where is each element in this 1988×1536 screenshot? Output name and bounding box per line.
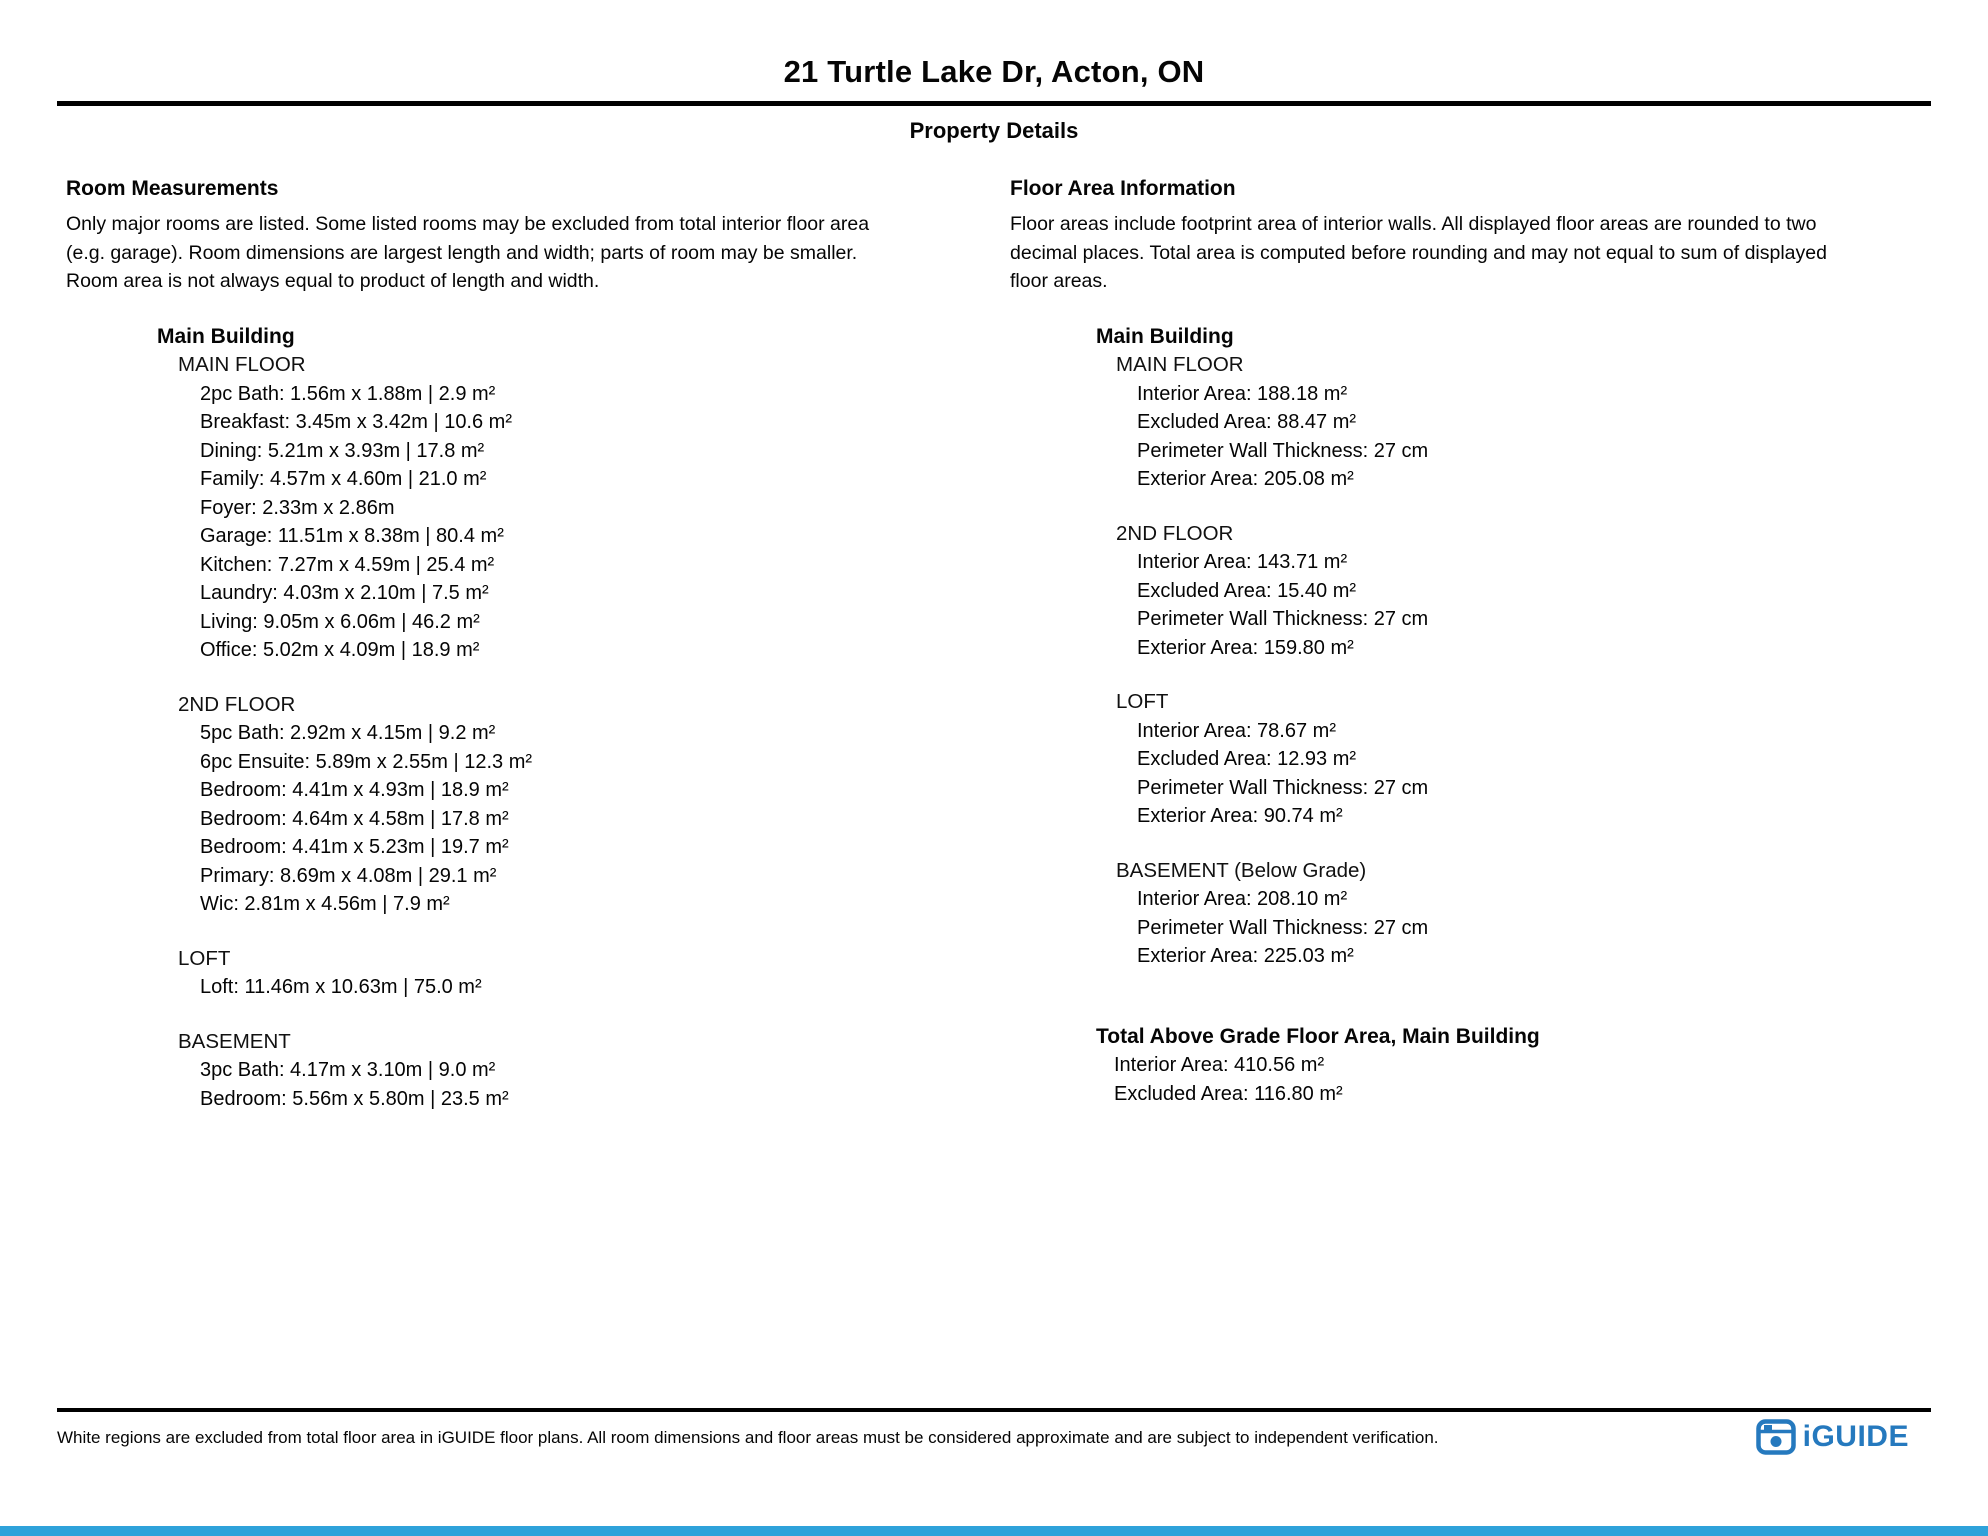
iguide-logo: iGUIDE <box>1755 1419 1909 1455</box>
floor-area-entry: Perimeter Wall Thickness: 27 cm <box>1137 916 1429 939</box>
room-measurements-main-building: Main Building MAIN FLOOR 2pc Bath: 1.56m… <box>66 323 1010 1114</box>
room-measurement-entry: Garage: 11.51m x 8.38m | 80.4 m² <box>200 525 504 547</box>
room-measurement-entry: Bedroom: 4.41m x 4.93m | 18.9 m² <box>200 779 509 801</box>
footer-disclaimer: White regions are excluded from total fl… <box>57 1428 1439 1447</box>
room-measurement-entry: Bedroom: 4.64m x 4.58m | 17.8 m² <box>200 807 509 830</box>
floor-group-2nd-floor: 2ND FLOOR 5pc Bath: 2.92m x 4.15m | 9.2 … <box>66 691 1010 919</box>
building-name: Main Building <box>1096 324 1234 348</box>
room-measurement-entry: Bedroom: 5.56m x 5.80m | 23.5 m² <box>200 1087 509 1110</box>
floor-area-information-section: Floor Area Information Floor areas inclu… <box>1010 174 1930 1108</box>
floor-area-entry: Exterior Area: 159.80 m² <box>1137 636 1354 659</box>
description-line: (e.g. garage). Room dimensions are large… <box>66 241 858 264</box>
floor-area-entry: Exterior Area: 90.74 m² <box>1137 805 1343 827</box>
room-measurement-entry: Loft: 11.46m x 10.63m | 75.0 m² <box>200 976 482 998</box>
floor-name: LOFT <box>178 946 231 970</box>
title-divider <box>57 101 1931 106</box>
room-measurement-entry: Living: 9.05m x 6.06m | 46.2 m² <box>200 610 480 633</box>
floor-name: MAIN FLOOR <box>178 353 306 376</box>
room-measurement-entry: 3pc Bath: 4.17m x 3.10m | 9.0 m² <box>200 1059 496 1081</box>
floor-area-entry: Interior Area: 188.18 m² <box>1137 382 1348 405</box>
room-measurements-section: Room Measurements Only major rooms are l… <box>66 174 1010 1139</box>
total-above-grade-group: Total Above Grade Floor Area, Main Build… <box>1010 1023 1930 1109</box>
total-above-grade-heading: Total Above Grade Floor Area, Main Build… <box>1096 1024 1540 1048</box>
room-measurements-heading: Room Measurements <box>66 177 279 200</box>
description-line: decimal places. Total area is computed b… <box>1010 241 1827 264</box>
page-footer: White regions are excluded from total fl… <box>57 1408 1931 1455</box>
area-group-2nd-floor: 2ND FLOOR Interior Area: 143.71 m² Exclu… <box>1010 520 1930 663</box>
room-measurement-entry: Breakfast: 3.45m x 3.42m | 10.6 m² <box>200 411 512 433</box>
floor-name: 2ND FLOOR <box>1116 521 1234 545</box>
floor-area-entry: Excluded Area: 12.93 m² <box>1137 748 1357 770</box>
room-measurement-entry: Office: 5.02m x 4.09m | 18.9 m² <box>200 639 480 661</box>
floor-group-loft: LOFT Loft: 11.46m x 10.63m | 75.0 m² <box>66 945 1010 1002</box>
room-measurement-entry: 6pc Ensuite: 5.89m x 2.55m | 12.3 m² <box>200 750 533 773</box>
room-measurement-entry: Primary: 8.69m x 4.08m | 29.1 m² <box>200 864 497 887</box>
room-measurement-entry: Laundry: 4.03m x 2.10m | 7.5 m² <box>200 582 489 604</box>
floor-name: LOFT <box>1116 690 1169 713</box>
floor-group-basement: BASEMENT 3pc Bath: 4.17m x 3.10m | 9.0 m… <box>66 1028 1010 1114</box>
floor-name: BASEMENT (Below Grade) <box>1116 858 1367 882</box>
area-group-main-floor: MAIN FLOOR Interior Area: 188.18 m² Excl… <box>1010 351 1930 494</box>
floor-area-entry: Exterior Area: 205.08 m² <box>1137 468 1354 490</box>
area-group-loft: LOFT Interior Area: 78.67 m² Excluded Ar… <box>1010 688 1930 831</box>
floor-group-main-floor: MAIN FLOOR 2pc Bath: 1.56m x 1.88m | 2.9… <box>66 351 1010 665</box>
page-subtitle: Property Details <box>909 118 1079 143</box>
description-line: floor areas. <box>1010 270 1108 292</box>
room-measurement-entry: Bedroom: 4.41m x 5.23m | 19.7 m² <box>200 836 509 858</box>
room-measurement-entry: Family: 4.57m x 4.60m | 21.0 m² <box>200 468 487 490</box>
floor-name: 2ND FLOOR <box>178 692 296 716</box>
floor-area-entry: Perimeter Wall Thickness: 27 cm <box>1137 608 1429 630</box>
description-line: Only major rooms are listed. Some listed… <box>66 213 870 235</box>
floor-area-entry: Exterior Area: 225.03 m² <box>1137 945 1354 967</box>
page-title: 21 Turtle Lake Dr, Acton, ON <box>783 54 1205 89</box>
floor-area-entry: Excluded Area: 15.40 m² <box>1137 579 1357 602</box>
floor-area-entry: Interior Area: 143.71 m² <box>1137 551 1348 573</box>
property-details-page: 21 Turtle Lake Dr, Acton, ON Property De… <box>57 54 1931 1139</box>
floor-name: MAIN FLOOR <box>1116 353 1244 376</box>
floor-area-main-building: Main Building MAIN FLOOR Interior Area: … <box>1010 323 1930 1109</box>
footer-divider <box>57 1408 1931 1412</box>
floor-area-entry: Excluded Area: 88.47 m² <box>1137 411 1357 433</box>
room-measurement-entry: Dining: 5.21m x 3.93m | 17.8 m² <box>200 439 485 462</box>
camera-icon <box>1755 1419 1796 1455</box>
two-column-layout: Room Measurements Only major rooms are l… <box>57 174 1931 1139</box>
room-measurement-entry: Wic: 2.81m x 4.56m | 7.9 m² <box>200 893 450 915</box>
room-measurement-entry: Kitchen: 7.27m x 4.59m | 25.4 m² <box>200 553 495 576</box>
room-measurement-entry: Foyer: 2.33m x 2.86m <box>200 496 395 519</box>
iguide-logo-text: iGUIDE <box>1802 1420 1909 1453</box>
floor-area-entry: Interior Area: 208.10 m² <box>1137 888 1348 910</box>
bottom-accent-bar <box>0 1526 1988 1536</box>
floor-area-entry: Interior Area: 78.67 m² <box>1137 719 1336 742</box>
area-group-basement: BASEMENT (Below Grade) Interior Area: 20… <box>1010 857 1930 971</box>
total-area-entry: Interior Area: 410.56 m² <box>1114 1054 1325 1076</box>
description-line: Floor areas include footprint area of in… <box>1010 213 1817 235</box>
room-measurement-entry: 5pc Bath: 2.92m x 4.15m | 9.2 m² <box>200 722 496 744</box>
floor-area-information-heading: Floor Area Information <box>1010 177 1236 200</box>
room-measurement-entry: 2pc Bath: 1.56m x 1.88m | 2.9 m² <box>200 382 496 405</box>
description-line: Room area is not always equal to product… <box>66 270 600 292</box>
floor-area-description: Floor areas include footprint area of in… <box>1010 210 1930 296</box>
floor-name: BASEMENT <box>178 1029 291 1053</box>
floor-area-entry: Perimeter Wall Thickness: 27 cm <box>1137 776 1429 799</box>
floor-area-entry: Perimeter Wall Thickness: 27 cm <box>1137 439 1429 462</box>
room-measurements-description: Only major rooms are listed. Some listed… <box>66 210 1010 296</box>
building-name: Main Building <box>157 324 295 348</box>
total-area-entry: Excluded Area: 116.80 m² <box>1114 1082 1343 1105</box>
